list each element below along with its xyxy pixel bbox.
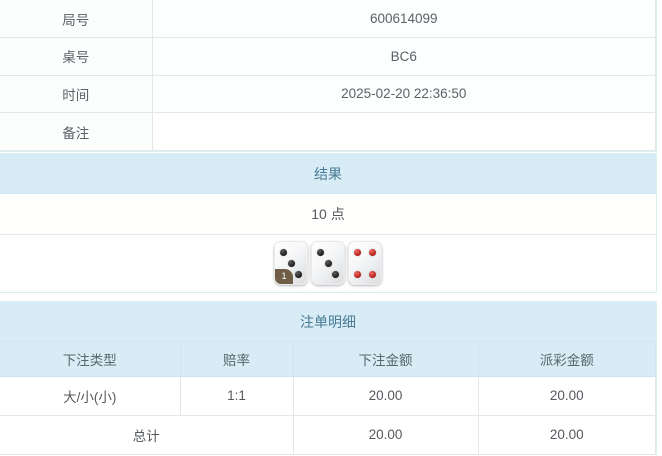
die-2-face	[316, 248, 340, 278]
bet-detail-heading: 注单明细	[0, 302, 656, 342]
table-header-row: 下注类型 赔率 下注金额 派彩金额	[0, 342, 656, 377]
die-pip	[280, 249, 287, 256]
column-header-payout: 派彩金额	[477, 342, 656, 377]
game-info-table: 局号 600614099 桌号 BC6 时间 2025-02-20 22:36:…	[0, 0, 656, 151]
info-label-remark: 备注	[0, 112, 153, 151]
table-row: 桌号 BC6	[0, 37, 656, 76]
cell-stake: 20.00	[292, 375, 479, 416]
die-1-face	[279, 248, 303, 278]
die-pip	[369, 271, 376, 278]
info-label-table-no: 桌号	[0, 37, 153, 76]
info-value-time: 2025-02-20 22:36:50	[151, 74, 656, 114]
bet-detail-table: 下注类型 赔率 下注金额 派彩金额 大/小(小) 1:1 20.00 20.00…	[0, 342, 656, 455]
column-header-odds: 赔率	[179, 342, 294, 377]
cell-total-stake: 20.00	[292, 414, 479, 455]
die-pip	[325, 260, 332, 267]
die-pip	[317, 249, 324, 256]
table-row: 大/小(小) 1:1 20.00 20.00	[0, 375, 656, 416]
table-total-row: 总计 20.00 20.00	[0, 414, 656, 455]
info-label-time: 时间	[0, 74, 153, 114]
cell-total-label: 总计	[0, 414, 294, 455]
info-label-round-no: 局号	[0, 0, 153, 39]
result-heading: 结果	[0, 154, 656, 194]
column-header-bet-type: 下注类型	[0, 342, 181, 377]
die-pip	[332, 271, 339, 278]
table-row: 备注	[0, 112, 656, 151]
result-points: 10 点	[0, 194, 656, 235]
cell-payout: 20.00	[477, 375, 656, 416]
cell-odds: 1:1	[179, 375, 294, 416]
die-pip	[295, 271, 302, 278]
table-row: 时间 2025-02-20 22:36:50	[0, 74, 656, 114]
table-row: 局号 600614099	[0, 0, 656, 39]
column-header-stake: 下注金额	[292, 342, 479, 377]
die-pip	[354, 249, 361, 256]
cell-bet-type: 大/小(小)	[0, 375, 181, 416]
die-1-badge: 1	[275, 269, 293, 284]
bet-detail-panel: 注单明细 下注类型 赔率 下注金额 派彩金额 大/小(小) 1:1 20.00 …	[0, 301, 657, 455]
die-2	[311, 241, 345, 285]
info-value-remark	[151, 112, 656, 151]
cell-total-payout: 20.00	[477, 414, 656, 455]
result-panel: 结果 10 点 1	[0, 153, 657, 293]
die-3-face	[353, 248, 377, 278]
game-info-panel: 局号 600614099 桌号 BC6 时间 2025-02-20 22:36:…	[0, 0, 657, 152]
die-pip	[369, 249, 376, 256]
die-pip	[288, 260, 295, 267]
die-1: 1	[274, 241, 308, 285]
die-pip	[354, 271, 361, 278]
die-3	[348, 241, 382, 285]
info-value-round-no: 600614099	[151, 0, 656, 39]
info-value-table-no: BC6	[151, 37, 656, 76]
dice-row: 1	[0, 235, 656, 291]
